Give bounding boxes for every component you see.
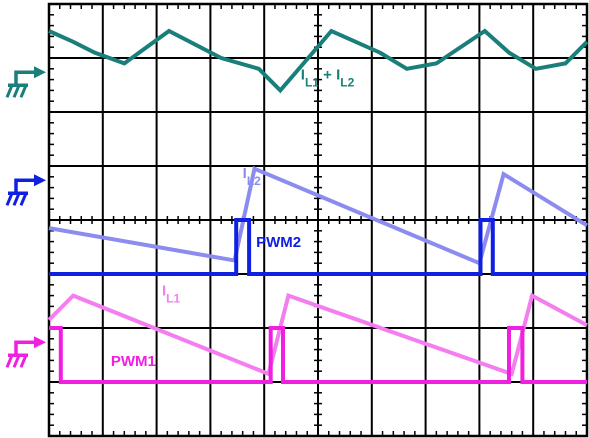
label-pwm2: PWM2 xyxy=(256,234,301,251)
trace-il1-il2 xyxy=(48,28,589,94)
trace-pwm2 xyxy=(49,218,587,276)
ground-marker-sum xyxy=(5,66,46,98)
trace-pwm1 xyxy=(49,326,587,384)
ground-marker-pwm1 xyxy=(5,336,46,368)
label-il1-il2: IL1 + IL2 xyxy=(301,67,355,90)
ground-markers xyxy=(5,66,46,368)
traces xyxy=(47,28,589,384)
label-pwm1: PWM1 xyxy=(111,353,156,370)
trace-il2 xyxy=(48,165,589,266)
trace-il1 xyxy=(47,292,588,377)
label-il2: IL2 xyxy=(243,165,262,188)
trace-labels: IL1 + IL2 IL2 PWM2 IL1 PWM1 xyxy=(111,67,355,370)
label-il1: IL1 xyxy=(162,283,181,306)
ground-marker-pwm2 xyxy=(5,174,46,206)
